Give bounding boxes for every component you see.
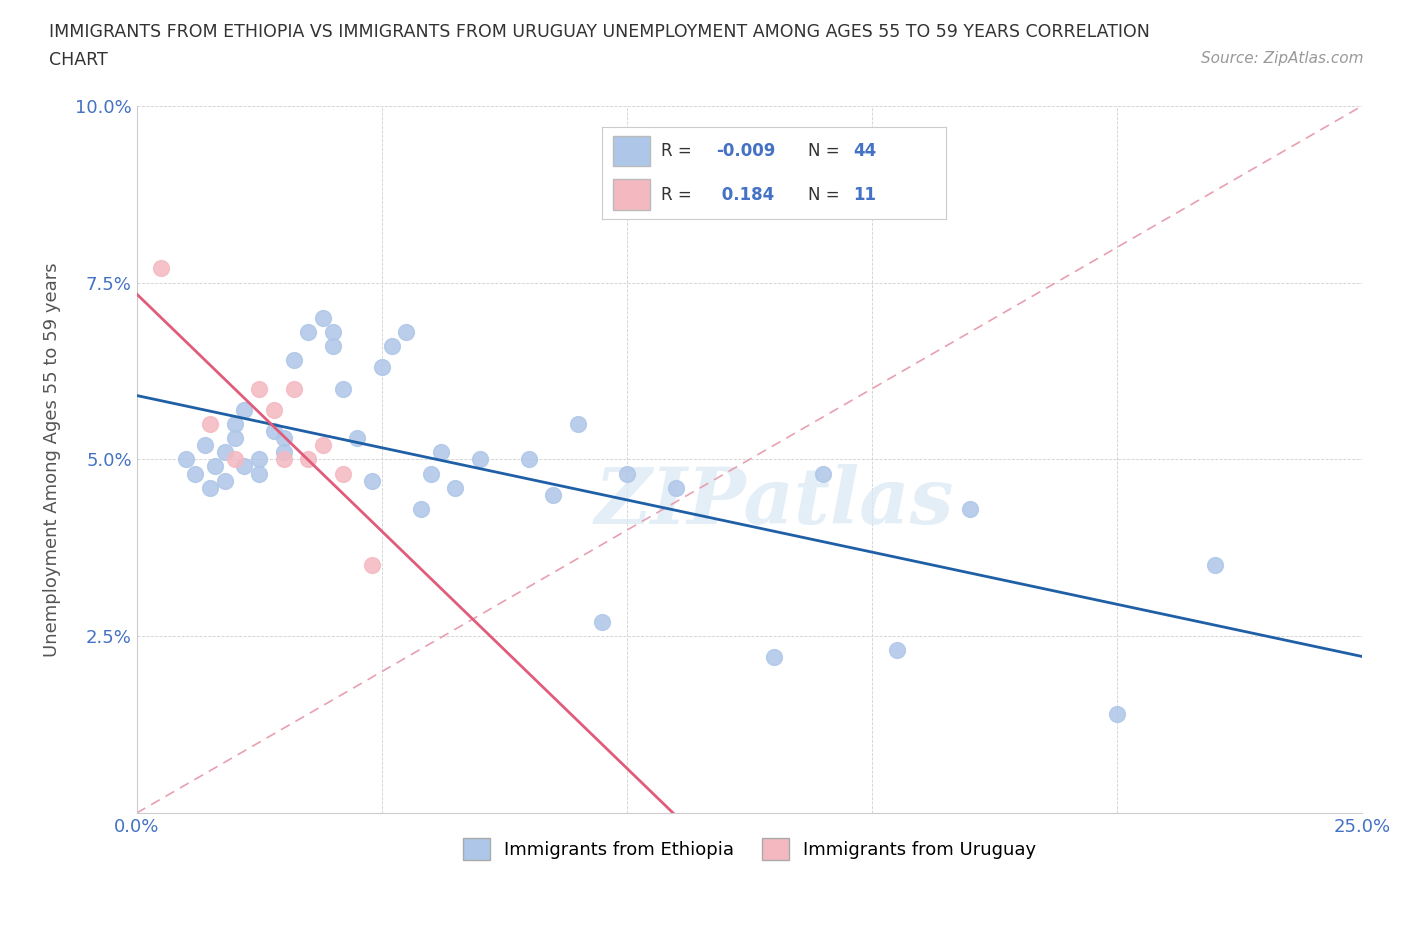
Point bbox=[763, 650, 786, 665]
Point bbox=[591, 615, 613, 630]
Point bbox=[184, 466, 207, 481]
Point bbox=[297, 452, 319, 467]
Point bbox=[1204, 558, 1226, 573]
Point bbox=[247, 452, 270, 467]
Point bbox=[543, 487, 565, 502]
Point bbox=[409, 501, 432, 516]
Point bbox=[959, 501, 981, 516]
Point bbox=[224, 417, 246, 432]
Point bbox=[395, 325, 418, 339]
Point bbox=[214, 445, 236, 459]
Point bbox=[263, 403, 285, 418]
Point bbox=[150, 261, 173, 276]
Point bbox=[273, 452, 295, 467]
Point bbox=[361, 558, 384, 573]
Point bbox=[273, 445, 295, 459]
Legend: Immigrants from Ethiopia, Immigrants from Uruguay: Immigrants from Ethiopia, Immigrants fro… bbox=[456, 831, 1043, 868]
Text: CHART: CHART bbox=[49, 51, 108, 69]
Point bbox=[322, 325, 344, 339]
Point bbox=[322, 339, 344, 353]
Point bbox=[886, 643, 908, 658]
Point bbox=[312, 438, 335, 453]
Point bbox=[233, 403, 256, 418]
Point bbox=[381, 339, 404, 353]
Point bbox=[224, 431, 246, 445]
Point bbox=[194, 438, 217, 453]
Point bbox=[224, 452, 246, 467]
Point bbox=[517, 452, 540, 467]
Point bbox=[198, 480, 221, 495]
Point bbox=[174, 452, 197, 467]
Point bbox=[346, 431, 368, 445]
Point bbox=[263, 424, 285, 439]
Point bbox=[283, 352, 305, 367]
Point bbox=[567, 417, 589, 432]
Point bbox=[247, 466, 270, 481]
Point bbox=[361, 473, 384, 488]
Point bbox=[1107, 707, 1129, 722]
Point bbox=[312, 311, 335, 325]
Point bbox=[332, 466, 354, 481]
Point bbox=[204, 459, 226, 474]
Point bbox=[811, 466, 834, 481]
Point bbox=[247, 381, 270, 396]
Text: IMMIGRANTS FROM ETHIOPIA VS IMMIGRANTS FROM URUGUAY UNEMPLOYMENT AMONG AGES 55 T: IMMIGRANTS FROM ETHIOPIA VS IMMIGRANTS F… bbox=[49, 23, 1150, 41]
Text: Source: ZipAtlas.com: Source: ZipAtlas.com bbox=[1201, 51, 1364, 66]
Text: ZIPatlas: ZIPatlas bbox=[595, 463, 953, 540]
Point bbox=[444, 480, 467, 495]
Point bbox=[419, 466, 441, 481]
Point bbox=[468, 452, 491, 467]
Point bbox=[332, 381, 354, 396]
Point bbox=[214, 473, 236, 488]
Point bbox=[429, 445, 451, 459]
Point bbox=[297, 325, 319, 339]
Point bbox=[616, 466, 638, 481]
Y-axis label: Unemployment Among Ages 55 to 59 years: Unemployment Among Ages 55 to 59 years bbox=[44, 262, 60, 657]
Point bbox=[273, 431, 295, 445]
Point bbox=[233, 459, 256, 474]
Point bbox=[198, 417, 221, 432]
Point bbox=[371, 360, 394, 375]
Point bbox=[665, 480, 688, 495]
Point bbox=[283, 381, 305, 396]
